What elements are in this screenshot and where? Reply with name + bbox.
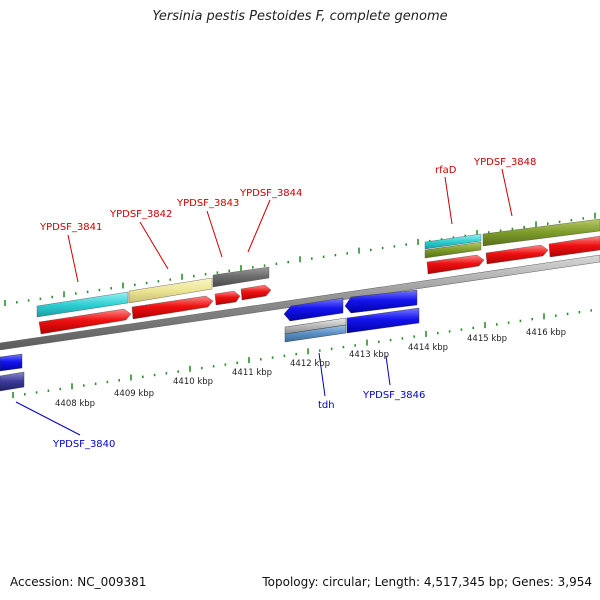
scale-label: 4414 kbp bbox=[408, 343, 448, 353]
gene-bar-ypdsf3841-cds[interactable] bbox=[36, 291, 129, 318]
gene-bar-rfad-cds[interactable] bbox=[424, 233, 482, 250]
gene-label-ypdsf3842: YPDSF_3842 bbox=[109, 209, 172, 220]
gene-bar-ypdsf3848-cds[interactable] bbox=[482, 218, 600, 247]
gene-arrow-rfad[interactable] bbox=[426, 254, 485, 275]
scale-label: 4410 kbp bbox=[173, 377, 213, 387]
reverse-scale-ticks bbox=[12, 309, 593, 398]
gene-arrow-ypdsf3843[interactable] bbox=[214, 290, 241, 306]
gene-bar-ypdsf3843-cds[interactable] bbox=[212, 266, 270, 288]
gene-bar-rfad-olive[interactable] bbox=[424, 241, 482, 259]
gene-bar-ypdsf3846-cds[interactable] bbox=[346, 307, 420, 334]
scale-label: 4411 kbp bbox=[232, 368, 272, 378]
gene-label-ypdsf3840: YPDSF_3840 bbox=[52, 439, 115, 450]
gene-label-ypdsf3844: YPDSF_3844 bbox=[239, 188, 302, 199]
gene-label-tdh: tdh bbox=[318, 400, 335, 411]
leader-ypdsf3843 bbox=[206, 210, 223, 258]
leader-ypdsf3840 bbox=[15, 401, 81, 436]
label-leader-lines bbox=[15, 168, 513, 436]
reverse-strand-features bbox=[0, 289, 420, 392]
gene-arrow-ypdsf3848[interactable] bbox=[485, 244, 549, 265]
leader-rfad bbox=[444, 176, 453, 225]
gene-bar-tdh-cds-2[interactable] bbox=[284, 324, 347, 343]
gene-arrow-next[interactable] bbox=[548, 235, 600, 258]
gene-arrow-ypdsf3841[interactable] bbox=[38, 308, 132, 335]
gene-bar-ypdsf3842-cds[interactable] bbox=[128, 277, 213, 304]
scale-label: 4409 kbp bbox=[114, 389, 154, 399]
gene-arrow-ypdsf3840[interactable] bbox=[0, 353, 23, 372]
gene-label-rfad: rfaD bbox=[435, 165, 457, 176]
scale-label: 4408 kbp bbox=[55, 399, 95, 409]
gene-arrow-ypdsf3846[interactable] bbox=[344, 289, 418, 314]
leader-ypdsf3848 bbox=[501, 168, 513, 217]
gene-arrow-ypdsf3842[interactable] bbox=[131, 295, 214, 320]
scale-label: 4415 kbp bbox=[467, 334, 507, 344]
map-title: Yersinia pestis Pestoides F, complete ge… bbox=[152, 9, 448, 24]
accession-text: Accession: NC_009381 bbox=[10, 575, 147, 589]
leader-ypdsf3846 bbox=[385, 355, 391, 386]
forward-strand-features bbox=[36, 218, 600, 335]
gene-label-ypdsf3846: YPDSF_3846 bbox=[362, 390, 425, 401]
scale-label: 4412 kbp bbox=[290, 359, 330, 369]
leader-ypdsf3842 bbox=[139, 221, 169, 270]
leader-ypdsf3844 bbox=[247, 199, 271, 253]
gene-label-ypdsf3841: YPDSF_3841 bbox=[39, 222, 102, 233]
gene-label-ypdsf3848: YPDSF_3848 bbox=[473, 157, 536, 168]
gene-arrow-ypdsf3844[interactable] bbox=[240, 284, 272, 301]
genome-backbone bbox=[0, 254, 600, 351]
gene-bar-ypdsf3840-cds[interactable] bbox=[0, 371, 25, 392]
gene-arrow-tdh[interactable] bbox=[283, 297, 344, 322]
leader-ypdsf3841 bbox=[67, 234, 79, 283]
gene-label-ypdsf3843: YPDSF_3843 bbox=[176, 198, 239, 209]
leader-tdh bbox=[318, 352, 326, 397]
genome-summary-text: Topology: circular; Length: 4,517,345 bp… bbox=[262, 575, 592, 589]
scale-label: 4413 kbp bbox=[349, 350, 389, 360]
scale-label: 4416 kbp bbox=[526, 328, 566, 338]
